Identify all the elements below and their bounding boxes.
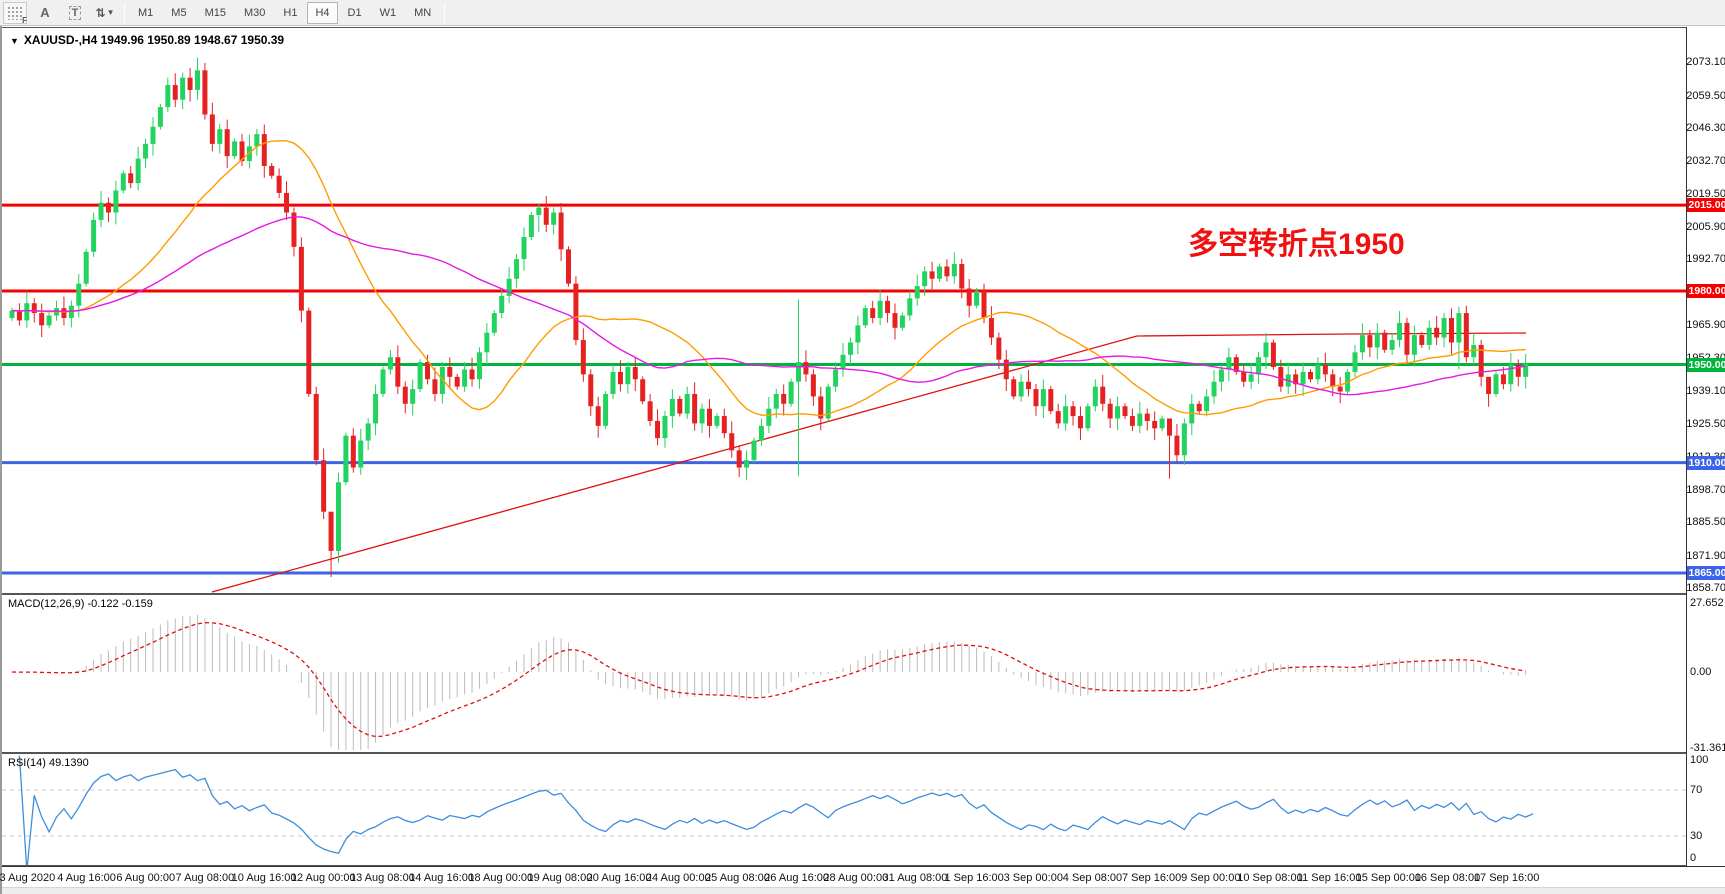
toolbar-separator bbox=[444, 2, 446, 23]
text-box-icon: T bbox=[68, 5, 82, 20]
rsi-plot[interactable] bbox=[2, 754, 1686, 865]
price-tick-label: 2073.10 bbox=[1686, 56, 1725, 69]
candlestick-plot[interactable] bbox=[2, 28, 1686, 593]
date-axis-label: 20 Aug 16:00 bbox=[586, 872, 652, 884]
price-tick-label: 2032.70 bbox=[1686, 155, 1725, 168]
ma-line-MA24 bbox=[11, 140, 1526, 417]
date-axis-label: 10 Aug 16:00 bbox=[231, 872, 297, 884]
date-axis-label: 13 Aug 08:00 bbox=[349, 872, 415, 884]
rsi-line bbox=[18, 755, 1534, 865]
rsi-axis-label: 70 bbox=[1690, 783, 1703, 796]
date-axis-label: 1 Sep 16:00 bbox=[944, 872, 1004, 884]
date-axis-label: 12 Aug 00:00 bbox=[290, 872, 356, 884]
timeframe-button-W1[interactable]: W1 bbox=[379, 6, 397, 19]
price-tick-label: 1885.50 bbox=[1686, 516, 1725, 529]
macd-axis-label: 27.652 bbox=[1690, 597, 1724, 610]
toolbar: F A T ⇅ ▼ M1 M5 M15 M30 H1 H4 D1 W1 MN bbox=[0, 0, 1725, 26]
price-tick-label: 1965.90 bbox=[1686, 319, 1725, 332]
timeframe-button-H4[interactable]: H4 bbox=[307, 1, 338, 24]
timeframe-button-M30[interactable]: M30 bbox=[243, 6, 266, 19]
date-axis-label: 7 Sep 16:00 bbox=[1121, 872, 1182, 884]
grid-f-icon: F bbox=[7, 5, 27, 25]
macd-signal-line bbox=[11, 622, 1526, 738]
price-tick-label: 1858.70 bbox=[1686, 581, 1725, 594]
date-axis-label: 16 Sep 08:00 bbox=[1414, 872, 1481, 884]
date-axis-label: 25 Aug 08:00 bbox=[705, 872, 770, 884]
rsi-axis-label: 100 bbox=[1690, 753, 1709, 766]
price-tick-label: 1898.70 bbox=[1686, 483, 1725, 496]
chevron-down-icon: ▼ bbox=[106, 8, 115, 17]
price-tick-label: 2059.50 bbox=[1686, 89, 1725, 102]
date-axis-label: 3 Aug 2020 bbox=[0, 872, 56, 884]
price-tick-label: 2019.50 bbox=[1686, 187, 1725, 200]
price-axis[interactable]: 2073.10 2059.50 2046.30 2032.70 2019.50 2005.… bbox=[1686, 27, 1725, 866]
price-tick-label: 1871.90 bbox=[1686, 549, 1725, 562]
window-bottom-edge bbox=[2, 887, 1725, 894]
date-axis-label: 10 Sep 08:00 bbox=[1237, 872, 1303, 884]
timeframe-button-M5[interactable]: M5 bbox=[171, 6, 187, 19]
timeframe-button-MN[interactable]: MN bbox=[414, 6, 432, 19]
text-box-button[interactable]: T bbox=[63, 2, 87, 24]
date-axis-label: 14 Aug 16:00 bbox=[409, 872, 474, 884]
date-axis-label: 7 Aug 08:00 bbox=[175, 872, 235, 884]
date-axis-label: 28 Aug 00:00 bbox=[823, 872, 889, 884]
price-tick-label: 1939.10 bbox=[1686, 384, 1725, 397]
chart-title: ▼ XAUUSD-,H4 1949.96 1950.89 1948.67 1950… bbox=[10, 33, 285, 47]
timeframe-button-H1[interactable]: H1 bbox=[283, 6, 298, 19]
date-axis-label: 26 Aug 16:00 bbox=[764, 872, 830, 884]
price-tick-label: 2005.90 bbox=[1686, 220, 1725, 233]
macd-label: MACD(12,26,9) -0.122 -0.159 bbox=[8, 598, 153, 610]
ma-line-MA48 bbox=[11, 216, 1526, 396]
date-axis-label: 9 Sep 00:00 bbox=[1181, 872, 1241, 884]
rsi-label: RSI(14) 49.1390 bbox=[8, 757, 89, 769]
timeframe-button-M1[interactable]: M1 bbox=[138, 6, 154, 19]
date-axis-label: 4 Aug 16:00 bbox=[57, 872, 116, 884]
date-axis-label: 24 Aug 00:00 bbox=[645, 872, 711, 884]
cursor-arrows-icon: ⇅ bbox=[95, 5, 106, 20]
toolbar-separator bbox=[124, 2, 125, 23]
candles bbox=[9, 57, 1529, 578]
date-axis-label: 3 Sep 00:00 bbox=[1003, 872, 1063, 884]
timeframe-button-D1[interactable]: D1 bbox=[347, 6, 362, 19]
chart-annotation-text[interactable]: 多空转折点1950 bbox=[1188, 228, 1405, 261]
level-price-label: 1910.00 bbox=[1687, 455, 1725, 470]
text-label-button[interactable]: A bbox=[33, 2, 57, 24]
macd-axis-label: 0.00 bbox=[1690, 665, 1712, 678]
timeframe-button-M15[interactable]: M15 bbox=[204, 6, 226, 19]
date-axis-label: 31 Aug 08:00 bbox=[882, 872, 948, 884]
level-price-label: 2015.00 bbox=[1687, 198, 1725, 213]
macd-panel[interactable]: MACD(12,26,9) -0.122 -0.159 bbox=[2, 594, 1686, 753]
timeframe-group: M1 M5 M15 M30 H1 H4 D1 W1 MN bbox=[129, 0, 440, 26]
arrow-tools-button[interactable]: ⇅ ▼ bbox=[93, 2, 117, 24]
indicator-grid-button[interactable]: F bbox=[3, 1, 27, 25]
macd-axis-label: -31.361 bbox=[1690, 741, 1725, 754]
level-price-label: 1950.00 bbox=[1687, 357, 1725, 372]
macd-histogram bbox=[18, 614, 1527, 750]
collapse-arrow-icon[interactable]: ▼ bbox=[10, 36, 19, 46]
level-price-label: 1865.00 bbox=[1687, 565, 1725, 580]
rsi-axis-label: 0 bbox=[1690, 851, 1697, 864]
level-price-label: 1980.00 bbox=[1687, 284, 1725, 298]
price-tick-label: 1992.70 bbox=[1686, 253, 1725, 266]
rsi-axis-label: 30 bbox=[1690, 829, 1703, 842]
price-tick-label: 1925.50 bbox=[1686, 418, 1725, 431]
date-axis-label: 19 Aug 08:00 bbox=[527, 872, 593, 884]
date-axis-label: 15 Sep 00:00 bbox=[1355, 872, 1422, 884]
price-tick-label: 2046.30 bbox=[1686, 121, 1725, 134]
date-axis-label: 18 Aug 00:00 bbox=[468, 872, 534, 884]
rsi-panel[interactable]: RSI(14) 49.1390 bbox=[2, 753, 1686, 866]
date-axis-label: 6 Aug 00:00 bbox=[116, 872, 176, 884]
drawing-tools-group: F A T ⇅ ▼ bbox=[0, 0, 120, 26]
date-axis-label: 17 Sep 16:00 bbox=[1473, 872, 1540, 884]
macd-plot[interactable] bbox=[2, 595, 1686, 752]
date-axis-label: 11 Sep 16:00 bbox=[1296, 872, 1362, 884]
letter-a-icon: A bbox=[40, 5, 50, 20]
chart-window: ▼ XAUUSD-,H4 1949.96 1950.89 1948.67 1950… bbox=[0, 26, 1725, 894]
date-axis-label: 4 Sep 08:00 bbox=[1062, 872, 1123, 884]
price-panel[interactable]: ▼ XAUUSD-,H4 1949.96 1950.89 1948.67 1950… bbox=[2, 27, 1686, 594]
